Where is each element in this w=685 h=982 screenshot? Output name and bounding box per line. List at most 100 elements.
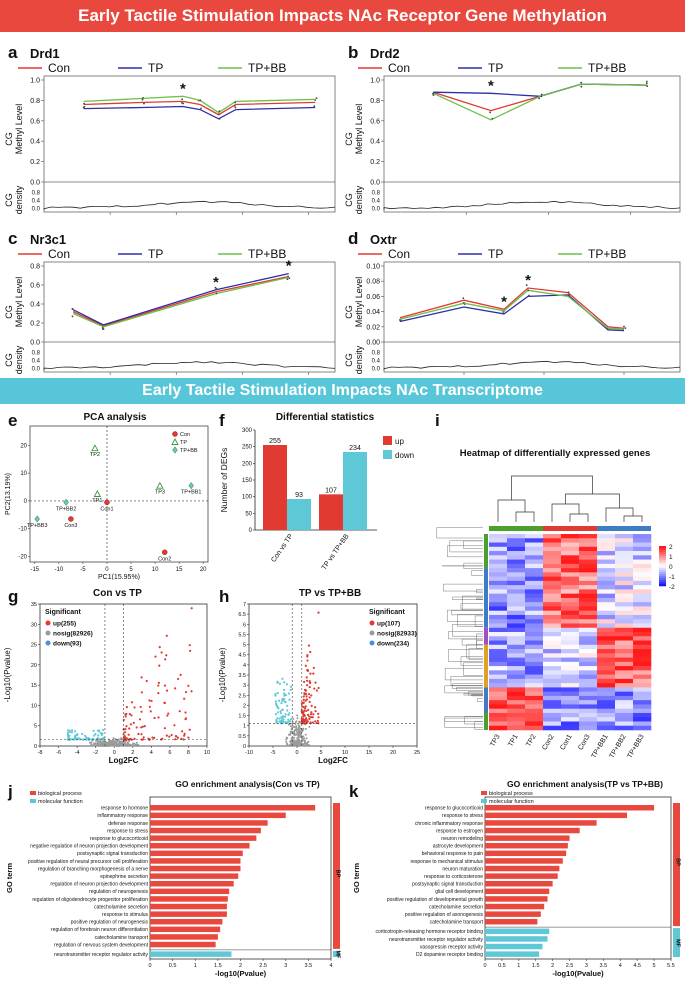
heatmap-cell [615, 657, 634, 663]
heatmap-cell [543, 627, 562, 633]
density-tick-label: 0.8 [32, 191, 41, 197]
heatmap-cell [579, 695, 598, 701]
go-term-label: response to glucocorticoid [90, 836, 148, 842]
pca-point-label: TP+BB2 [56, 506, 77, 512]
heatmap-cell [543, 721, 562, 727]
density-tick-label: 0.4 [372, 199, 381, 205]
heatmap-cell [615, 568, 634, 573]
legend-label-con: Con [48, 247, 70, 261]
heatmap-cell [543, 534, 562, 539]
nosig-point [299, 734, 302, 737]
up-point [163, 727, 166, 730]
nosig-point [289, 725, 292, 728]
heatmap-cell [615, 632, 634, 637]
heatmap-cell [579, 546, 598, 552]
x-tick-label: 0.5 [169, 963, 177, 969]
heatmap-cell [579, 610, 598, 616]
heatmap-cell [543, 551, 562, 556]
nosig-point [304, 742, 307, 745]
heatmap-cell [525, 717, 544, 722]
heatmap-cell [615, 636, 634, 641]
nosig-point [293, 730, 296, 733]
replicate-dot [527, 289, 530, 292]
go-title: GO enrichment analysis(TP vs TP+BB) [507, 779, 663, 789]
heatmap-cell [615, 593, 634, 599]
column-dendrogram-branch [569, 513, 589, 522]
x-tick-label: 2 [131, 750, 134, 756]
up-point [315, 689, 318, 692]
go-term-label: positive regulation of developmental gro… [387, 897, 483, 903]
deg-value-label: 93 [295, 492, 303, 499]
heatmap-cell [561, 708, 580, 714]
heatmap-cell [597, 551, 616, 556]
y-tick-label: 0.4 [30, 139, 40, 146]
go-term-label: regulation of oligodendrocyte progenitor… [32, 897, 148, 903]
gene-title-drd2: Drd2 [370, 46, 400, 61]
replicate-dot [181, 98, 184, 101]
up-point [122, 718, 125, 721]
nosig-point [118, 741, 121, 744]
heatmap-cell [543, 717, 562, 722]
heatmap-cell [579, 674, 598, 680]
nosig-point [296, 728, 299, 731]
significance-star: * [488, 77, 494, 94]
down-point [276, 691, 279, 695]
y-tick-label: 0.00 [366, 340, 380, 347]
row-group-bar [484, 687, 488, 713]
go-term-label: neurotransmitter receptor regulator acti… [54, 952, 148, 958]
heatmap-cell [561, 563, 580, 569]
heatmap-cell [507, 700, 526, 705]
go-term-label: regulation of branching morphogenesis of… [38, 866, 148, 872]
replicate-dot [218, 117, 221, 120]
x-tick-label: 5 [319, 750, 322, 756]
up-point [123, 735, 126, 738]
y-tick-label: 1 [243, 724, 246, 730]
heatmap-cell [525, 644, 544, 650]
up-point [305, 709, 308, 713]
heatmap-cell [597, 623, 616, 629]
down-point [274, 694, 277, 697]
heatmap-cell [543, 559, 562, 565]
x-tick-label: 4.5 [633, 963, 641, 969]
heatmap-cell [615, 614, 634, 620]
down-point [289, 688, 292, 692]
replicate-dot [580, 85, 583, 88]
up-point [124, 731, 127, 734]
panel-i-heatmap: i Heatmap of differentially expressed gen… [435, 411, 675, 760]
nosig-point [109, 739, 112, 742]
nosig-point [301, 737, 304, 740]
heatmap-cell [507, 649, 526, 654]
replicate-dot [71, 315, 74, 318]
nosig-point [293, 726, 296, 729]
heatmap-cell [579, 708, 598, 714]
heatmap-cell [597, 644, 616, 650]
heatmap-cell [489, 576, 508, 582]
x-tick-label: 1 [517, 963, 520, 969]
up-point [140, 733, 143, 736]
x-tick-label: 4 [619, 963, 622, 969]
heatmap-cell [633, 632, 652, 637]
heatmap-cell [615, 708, 634, 714]
down-point [279, 710, 282, 713]
heatmap-cell [579, 653, 598, 658]
up-point [151, 736, 154, 739]
heatmap-cell [597, 606, 616, 611]
heatmap-cell [543, 568, 562, 573]
up-point [130, 714, 133, 717]
heatmap-cell [543, 704, 562, 709]
row-dendrogram-branch [457, 614, 483, 627]
down-point [282, 718, 285, 721]
down-point [282, 720, 285, 723]
x-tick-label: 20 [390, 750, 396, 756]
heatmap-cell [561, 619, 580, 624]
heatmap-cell [633, 623, 652, 629]
heatmap-cell [561, 717, 580, 722]
replicate-dot [234, 101, 237, 104]
row-dendrogram-branch [447, 545, 483, 558]
heatmap-cell [579, 593, 598, 599]
heatmap-cell [615, 666, 634, 671]
heatmap-cell [633, 653, 652, 658]
go-term-label: response to stimulus [102, 912, 148, 918]
down-point [284, 701, 287, 704]
heatmap-cell [543, 674, 562, 680]
